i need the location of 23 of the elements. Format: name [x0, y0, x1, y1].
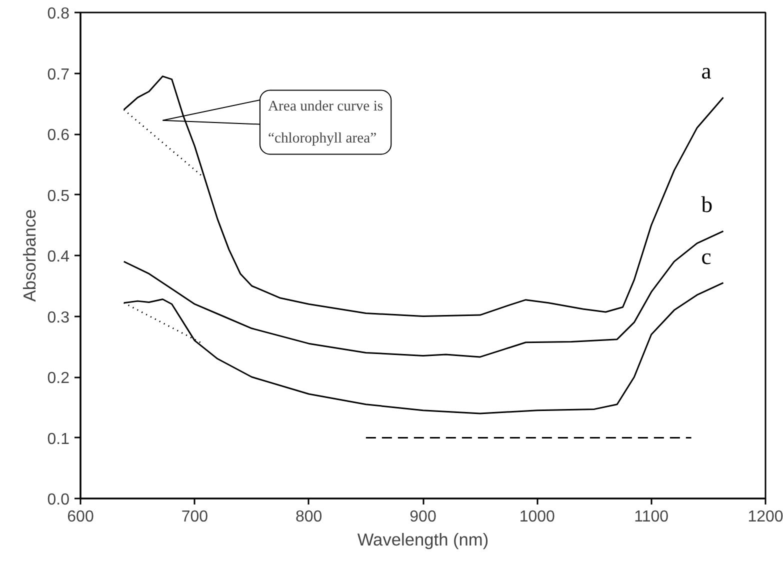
y-tick-label: 0.5 — [47, 188, 70, 205]
y-tick-label: 0.0 — [47, 492, 70, 508]
y-tick-label: 0.8 — [47, 6, 70, 22]
series-label: b — [701, 192, 713, 218]
y-tick-label: 0.6 — [47, 127, 70, 144]
y-tick-label: 0.4 — [47, 248, 70, 266]
x-tick-label: 600 — [67, 508, 94, 526]
series-label: a — [701, 58, 712, 84]
x-tick-label: 700 — [181, 508, 208, 526]
x-tick-label: 1100 — [634, 508, 669, 526]
y-tick-label: 0.7 — [47, 66, 70, 84]
y-axis-title: Absorbance — [19, 209, 40, 302]
x-axis-title: Wavelength (nm) — [357, 530, 489, 550]
x-tick-label: 1200 — [748, 508, 783, 526]
x-tick-label: 1000 — [519, 508, 556, 526]
series-label: c — [701, 244, 712, 269]
x-tick-label: 900 — [410, 508, 436, 526]
y-tick-label: 0.1 — [47, 430, 70, 448]
line-series — [123, 230, 724, 358]
x-tick-label: 800 — [295, 508, 322, 526]
y-tick-label: 0.3 — [47, 309, 70, 326]
annotation: Area under curve is “chlorophyll area” — [268, 98, 384, 146]
y-tick-label: 0.2 — [47, 370, 70, 387]
